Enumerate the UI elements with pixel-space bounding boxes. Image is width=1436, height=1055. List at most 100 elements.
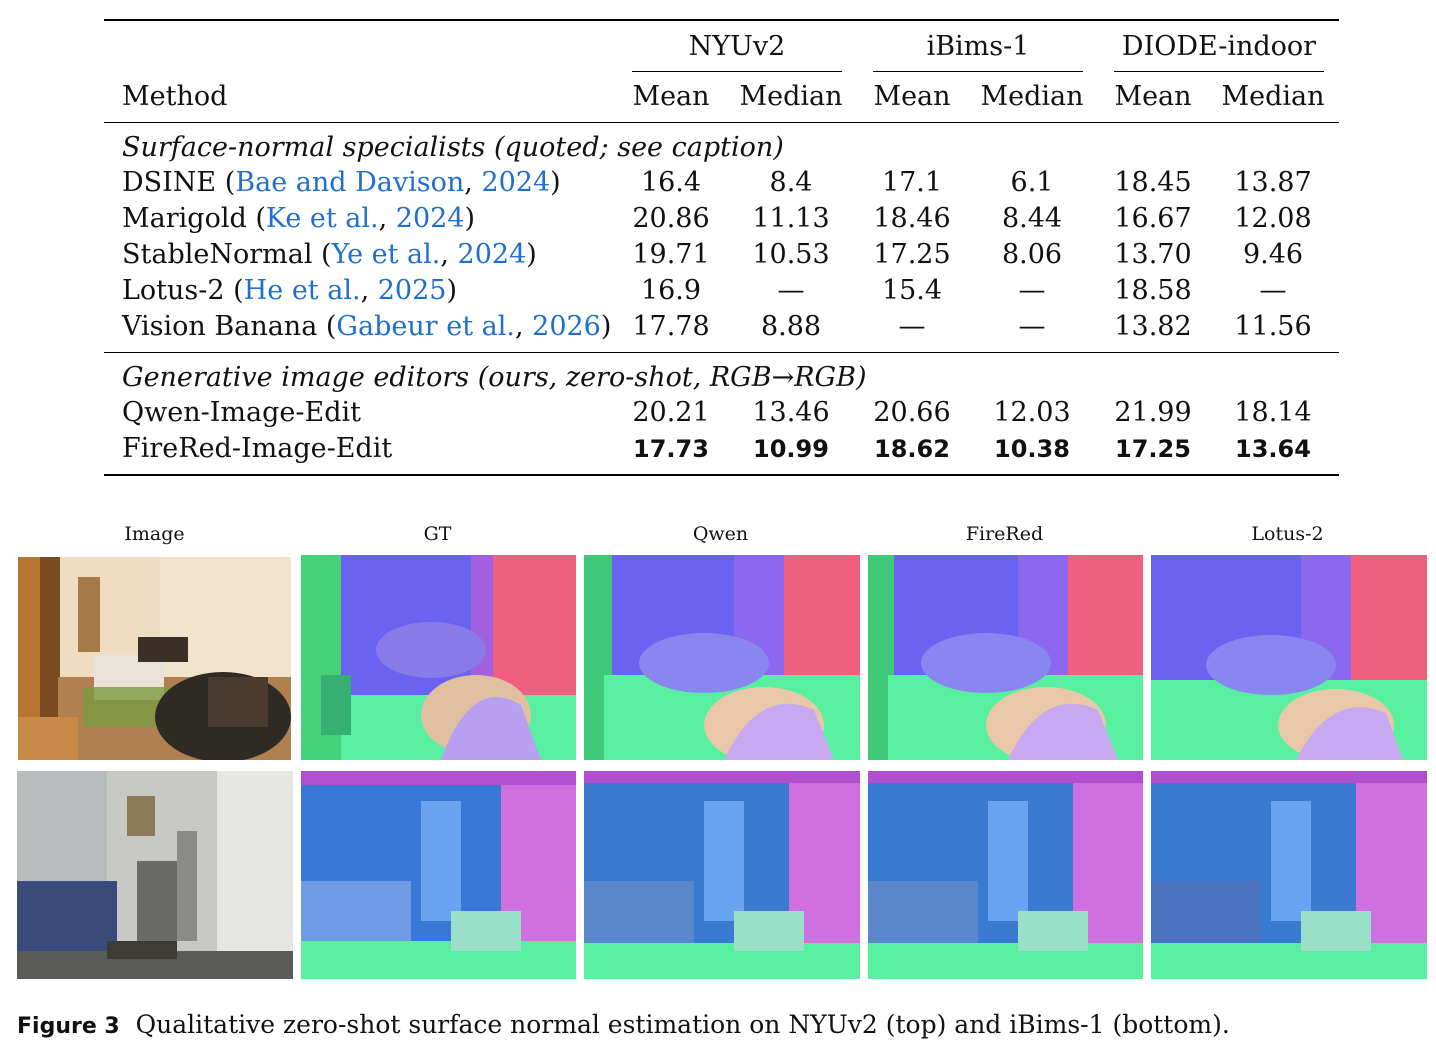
- table-cell: 16.9: [640, 275, 702, 306]
- citation-punct: ,: [514, 311, 533, 342]
- table-cell: 13.87: [1234, 167, 1312, 198]
- table-cell: 15.4: [881, 275, 943, 306]
- group-rule: [1114, 71, 1324, 72]
- citation-link[interactable]: 2025: [377, 275, 447, 306]
- normal-map-qwen-ibims: [584, 771, 860, 979]
- citation-link[interactable]: He et al.: [243, 275, 361, 306]
- table-cell: —: [1259, 275, 1287, 306]
- figure-caption: Figure 3 Qualitative zero-shot surface n…: [17, 1008, 1230, 1044]
- citation-punct: ,: [440, 239, 458, 270]
- group-title-editors: Generative image editors (ours, zero-sho…: [122, 362, 867, 393]
- table-cell: 21.99: [1114, 397, 1192, 428]
- citation-punct: ,: [360, 275, 378, 306]
- caption-text: Qualitative zero-shot surface normal est…: [135, 1010, 1230, 1039]
- table-cell: 10.53: [752, 239, 830, 270]
- table-cell: 17.1: [881, 167, 943, 198]
- table-cell: 10.99: [753, 435, 829, 463]
- citation-punct: ): [464, 203, 476, 234]
- citation-link[interactable]: 2024: [481, 167, 551, 198]
- citation-link[interactable]: Ke et al.: [265, 203, 379, 234]
- table-cell: 16.4: [640, 167, 702, 198]
- table-cell: 8.4: [769, 167, 813, 198]
- table-cell: 20.86: [632, 203, 710, 234]
- table-top-rule: [104, 19, 1339, 21]
- subcol-header: Median: [739, 81, 843, 112]
- dataset-header-ibims: iBims-1: [926, 31, 1030, 62]
- image-nyuv2-rgb: [18, 557, 291, 760]
- citation-punct: ): [600, 311, 612, 342]
- table-cell: 18.62: [874, 435, 950, 463]
- citation-punct: (: [312, 239, 332, 270]
- table-row-method: Marigold (Ke et al., 2024): [122, 202, 475, 236]
- table-cell: 19.71: [632, 239, 710, 270]
- table-row-method: Vision Banana (Gabeur et al., 2026): [122, 310, 611, 344]
- subcol-header: Median: [980, 81, 1084, 112]
- table-cell: 13.64: [1235, 435, 1311, 463]
- normal-map-lotus-ibims: [1151, 771, 1427, 979]
- citation-punct: ,: [464, 167, 482, 198]
- table-cell: 13.46: [752, 397, 830, 428]
- normal-map-gt-nyuv2: [301, 555, 576, 760]
- normal-map-firered-ibims: [868, 771, 1143, 979]
- normal-map-qwen-nyuv2: [584, 555, 860, 760]
- image-ibims-rgb: [17, 771, 293, 979]
- column-label-gt: GT: [423, 523, 452, 545]
- citation-punct: ): [446, 275, 457, 306]
- column-label-qwen: Qwen: [692, 523, 749, 545]
- table-cell: —: [1018, 311, 1046, 342]
- table-cell: 20.66: [873, 397, 951, 428]
- method-name: Lotus-2: [122, 275, 225, 306]
- method-name: Qwen-Image-Edit: [122, 397, 361, 428]
- table-cell: 20.21: [632, 397, 710, 428]
- citation-punct: ,: [378, 203, 396, 234]
- citation-link[interactable]: Bae and Davison: [235, 167, 465, 198]
- table-row-method: FireRed-Image-Edit: [122, 432, 392, 466]
- table-cell: 11.13: [752, 203, 830, 234]
- table-row-method: Lotus-2 (He et al., 2025): [122, 274, 457, 308]
- table-row-method: StableNormal (Ye et al., 2024): [122, 238, 537, 272]
- table-cell: 18.14: [1234, 397, 1312, 428]
- table-cell: 8.88: [760, 311, 822, 342]
- table-bottom-rule: [104, 474, 1339, 476]
- citation-punct: ): [550, 167, 561, 198]
- subcol-header: Mean: [632, 81, 710, 112]
- table-row-method: DSINE (Bae and Davison, 2024): [122, 166, 561, 200]
- column-label-lotus: Lotus-2: [1251, 523, 1324, 545]
- method-header: Method: [122, 81, 228, 112]
- method-name: StableNormal: [122, 239, 313, 270]
- table-cell: 17.25: [1115, 435, 1191, 463]
- group-rule: [873, 71, 1083, 72]
- table-cell: 9.46: [1242, 239, 1304, 270]
- table-cell: —: [898, 311, 926, 342]
- table-cell: 11.56: [1234, 311, 1312, 342]
- table-cell: 8.06: [1001, 239, 1063, 270]
- citation-link[interactable]: 2024: [457, 239, 527, 270]
- citation-link[interactable]: Gabeur et al.: [336, 311, 515, 342]
- dataset-header-nyuv2: NYUv2: [688, 31, 786, 62]
- table-cell: 13.70: [1114, 239, 1192, 270]
- table-cell: 6.1: [1010, 167, 1054, 198]
- dataset-header-diode: DIODE-indoor: [1121, 31, 1317, 62]
- method-name: DSINE: [122, 167, 217, 198]
- group-rule: [632, 71, 842, 72]
- method-name: Vision Banana: [122, 311, 318, 342]
- citation-link[interactable]: 2024: [395, 203, 465, 234]
- table-cell: 10.38: [994, 435, 1070, 463]
- normal-map-gt-ibims: [301, 771, 576, 979]
- citation-punct: (: [224, 275, 244, 306]
- table-cell: 16.67: [1114, 203, 1192, 234]
- table-cell: 12.08: [1234, 203, 1312, 234]
- citation-punct: (: [216, 167, 236, 198]
- normal-map-lotus-nyuv2: [1151, 555, 1427, 760]
- citation-punct: ): [526, 239, 537, 270]
- table-cell: 13.82: [1114, 311, 1192, 342]
- group-title-specialists: Surface-normal specialists (quoted; see …: [122, 132, 784, 163]
- citation-link[interactable]: Ye et al.: [331, 239, 441, 270]
- table-cell: —: [1018, 275, 1046, 306]
- column-label-firered: FireRed: [965, 523, 1044, 545]
- citation-link[interactable]: 2026: [532, 311, 601, 342]
- column-label-image: Image: [124, 523, 185, 545]
- subcol-header: Mean: [873, 81, 951, 112]
- table-cell: 18.58: [1114, 275, 1192, 306]
- table-cell: 8.44: [1001, 203, 1063, 234]
